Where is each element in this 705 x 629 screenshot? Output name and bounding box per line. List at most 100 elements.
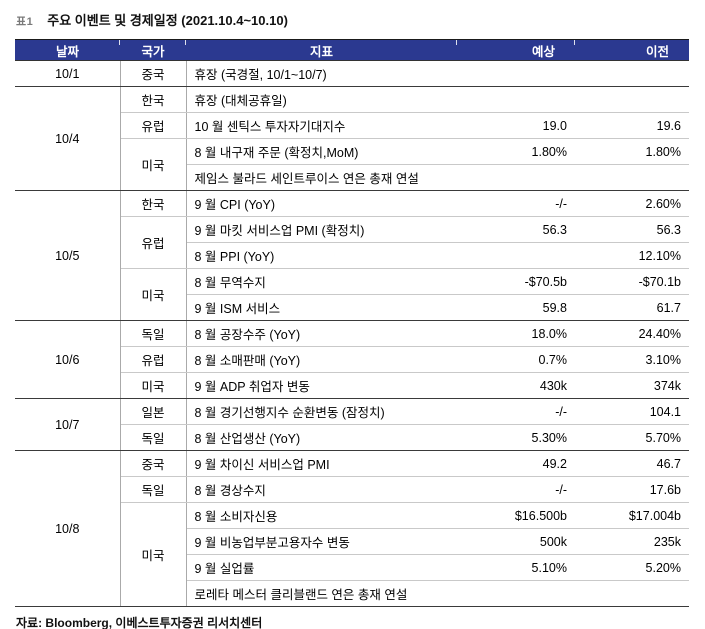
expected-cell: 59.8	[457, 294, 575, 321]
source-note: 자료: Bloomberg, 이베스트투자증권 리서치센터	[16, 616, 263, 629]
previous-cell: 374k	[575, 372, 689, 399]
indicator-cell: 휴장 (국경절, 10/1~10/7)	[186, 60, 457, 87]
indicator-cell: 로레타 메스터 클리블랜드 연은 총재 연설	[186, 580, 457, 607]
country-cell: 유럽	[120, 216, 187, 269]
column-header-date: 날짜	[15, 39, 120, 61]
indicator-cell: 8 월 소매판매 (YoY)	[186, 346, 457, 373]
table-header-row: 날짜 국가 지표 예상 이전	[15, 39, 689, 61]
table-row: 유럽 9 월 마킷 서비스업 PMI (확정치) 56.3 56.3	[15, 216, 689, 269]
country-cell: 미국	[120, 268, 187, 321]
table-row: 유럽 8 월 소매판매 (YoY) 0.7% 3.10%	[15, 346, 689, 373]
country-cell: 일본	[120, 398, 187, 425]
table-row: 제임스 불라드 세인트루이스 연은 총재 연설	[15, 164, 689, 191]
date-cell: 10/1	[15, 60, 121, 87]
expected-cell: -/-	[457, 476, 575, 503]
country-cell: 유럽	[120, 112, 187, 139]
country-cell: 미국	[120, 372, 187, 399]
previous-cell: 24.40%	[575, 320, 689, 347]
table-row: 8 월 PPI (YoY) 12.10%	[15, 242, 689, 269]
events-table-body: 10/1 중국 휴장 (국경절, 10/1~10/7) 10/4 한국 휴장 (대체공휴일…	[15, 60, 689, 607]
table-row: 로레타 메스터 클리블랜드 연은 총재 연설	[15, 580, 689, 607]
indicator-cell: 9 월 마킷 서비스업 PMI (확정치)	[186, 216, 457, 243]
table-row: 독일 8 월 경상수지 -/- 17.6b	[15, 476, 689, 503]
table-row: 미국 8 월 내구재 주문 (확정치,MoM) 1.80% 1.80%	[15, 138, 689, 191]
indicator-cell: 9 월 비농업부분고용자수 변동	[186, 528, 457, 555]
country-cell: 중국	[120, 60, 187, 87]
table-row: 9 월 실업률 5.10% 5.20%	[15, 554, 689, 581]
previous-cell: 5.70%	[575, 424, 689, 451]
country-cell: 독일	[120, 424, 187, 451]
indicator-cell: 9 월 실업률	[186, 554, 457, 581]
date-cell: 10/4	[15, 86, 121, 191]
expected-cell	[457, 242, 575, 269]
date-cell: 10/7	[15, 398, 121, 451]
table-row: 9 월 ISM 서비스 59.8 61.7	[15, 294, 689, 321]
previous-cell: 56.3	[575, 216, 689, 243]
expected-cell: 500k	[457, 528, 575, 555]
date-cell: 10/8	[15, 450, 121, 607]
indicator-cell: 8 월 PPI (YoY)	[186, 242, 457, 269]
previous-cell: 17.6b	[575, 476, 689, 503]
column-header-country: 국가	[119, 39, 186, 61]
expected-cell: 0.7%	[457, 346, 575, 373]
expected-cell	[457, 164, 575, 191]
country-cell: 중국	[120, 450, 187, 477]
previous-cell: 19.6	[575, 112, 689, 139]
indicator-cell: 8 월 경기선행지수 순환변동 (잠정치)	[186, 398, 457, 425]
table-row: 10/4 한국 휴장 (대체공휴일)	[15, 86, 689, 191]
expected-cell: -$70.5b	[457, 268, 575, 295]
previous-cell: 1.80%	[575, 138, 689, 165]
previous-cell: 2.60%	[575, 190, 689, 217]
previous-cell	[575, 164, 689, 191]
column-header-expected: 예상	[456, 39, 575, 61]
expected-cell: $16.500b	[457, 502, 575, 529]
column-header-indicator: 지표	[185, 39, 457, 61]
expected-cell: 56.3	[457, 216, 575, 243]
table-row: 미국 8 월 소비자신용 $16.500b $17.004b	[15, 502, 689, 607]
expected-cell: 5.30%	[457, 424, 575, 451]
indicator-cell: 8 월 산업생산 (YoY)	[186, 424, 457, 451]
date-cell: 10/5	[15, 190, 121, 321]
expected-cell: 1.80%	[457, 138, 575, 165]
expected-cell: -/-	[457, 190, 575, 217]
indicator-cell: 9 월 ADP 취업자 변동	[186, 372, 457, 399]
previous-cell: $17.004b	[575, 502, 689, 529]
previous-cell: 12.10%	[575, 242, 689, 269]
expected-cell: -/-	[457, 398, 575, 425]
previous-cell	[575, 580, 689, 607]
country-cell: 한국	[120, 86, 187, 113]
indicator-cell: 제임스 불라드 세인트루이스 연은 총재 연설	[186, 164, 457, 191]
country-cell: 한국	[120, 190, 187, 217]
expected-cell	[457, 86, 575, 113]
expected-cell	[457, 60, 575, 87]
table-title: 주요 이벤트 및 경제일정 (2021.10.4~10.10)	[47, 13, 288, 28]
date-cell: 10/6	[15, 320, 121, 399]
country-cell: 미국	[120, 138, 187, 191]
expected-cell: 49.2	[457, 450, 575, 477]
table-row: 미국 8 월 무역수지 -$70.5b -$70.1b	[15, 268, 689, 321]
indicator-cell: 8 월 경상수지	[186, 476, 457, 503]
previous-cell	[575, 60, 689, 87]
previous-cell: 3.10%	[575, 346, 689, 373]
indicator-cell: 8 월 내구재 주문 (확정치,MoM)	[186, 138, 457, 165]
indicator-cell: 10 월 센틱스 투자자기대지수	[186, 112, 457, 139]
previous-cell	[575, 86, 689, 113]
expected-cell: 430k	[457, 372, 575, 399]
country-cell: 독일	[120, 320, 187, 347]
expected-cell	[457, 580, 575, 607]
previous-cell: 235k	[575, 528, 689, 555]
table-row: 미국 9 월 ADP 취업자 변동 430k 374k	[15, 372, 689, 399]
table-row: 9 월 비농업부분고용자수 변동 500k 235k	[15, 528, 689, 555]
country-cell: 독일	[120, 476, 187, 503]
indicator-cell: 8 월 소비자신용	[186, 502, 457, 529]
expected-cell: 18.0%	[457, 320, 575, 347]
country-cell: 유럽	[120, 346, 187, 373]
table-row: 독일 8 월 산업생산 (YoY) 5.30% 5.70%	[15, 424, 689, 451]
table-row: 10/5 한국 9 월 CPI (YoY) -/- 2.60%	[15, 190, 689, 321]
indicator-cell: 휴장 (대체공휴일)	[186, 86, 457, 113]
table-caption: 표1 주요 이벤트 및 경제일정 (2021.10.4~10.10)	[16, 10, 689, 29]
table-number-label: 표1	[16, 16, 34, 28]
country-cell: 미국	[120, 502, 187, 607]
indicator-cell: 9 월 ISM 서비스	[186, 294, 457, 321]
